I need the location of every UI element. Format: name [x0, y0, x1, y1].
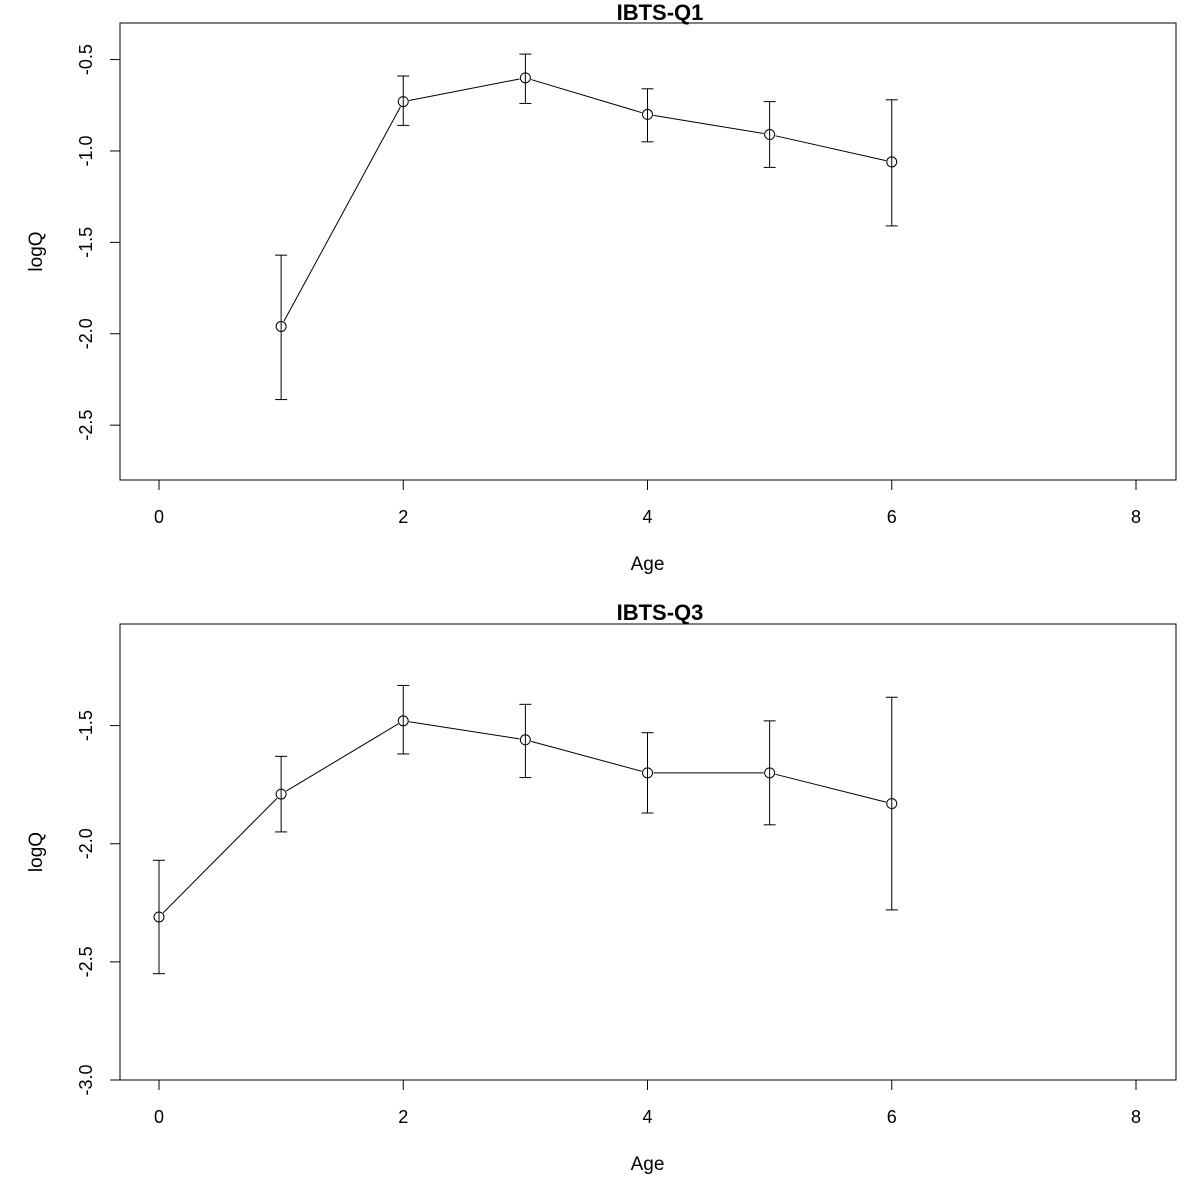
series-line-segment — [283, 106, 401, 322]
series-line-segment — [286, 723, 399, 792]
data-point — [275, 788, 287, 800]
y-tick-label: -3.0 — [76, 1064, 96, 1095]
data-point — [153, 911, 165, 923]
y-tick-label: -1.5 — [76, 227, 96, 258]
chart-title: IBTS-Q1 — [617, 0, 704, 25]
y-tick-label: -0.5 — [76, 44, 96, 75]
x-tick-label: 8 — [1131, 1107, 1141, 1127]
x-axis-title: Age — [631, 554, 665, 575]
data-point — [275, 320, 287, 332]
x-tick-label: 4 — [642, 507, 652, 527]
series-line-segment — [531, 740, 642, 772]
data-point — [519, 72, 531, 84]
panel-ibts-q3: IBTS-Q3 0 2 4 6 8 Age -3.0 -2.5 -2.0 -1.5 logQ — [26, 600, 1177, 1175]
x-tick-label: 4 — [642, 1107, 652, 1127]
x-tick-label: 6 — [887, 1107, 897, 1127]
series-line-segment — [530, 79, 642, 114]
plot-frame — [119, 623, 1177, 1081]
y-axis-title: logQ — [26, 832, 47, 872]
series-line-segment — [409, 721, 520, 740]
data-point — [642, 767, 653, 779]
x-tick-label: 0 — [154, 507, 164, 527]
series-line-segment — [775, 773, 887, 803]
y-tick-label: -2.5 — [76, 410, 96, 441]
series-line-segment — [409, 78, 520, 101]
y-tick-label: -2.5 — [76, 946, 96, 977]
x-tick-label: 6 — [887, 507, 897, 527]
data-point — [764, 129, 776, 141]
y-tick-label: -2.0 — [76, 318, 96, 349]
series-line-segment — [775, 135, 887, 162]
x-tick-label: 0 — [154, 1107, 164, 1127]
panel-ibts-q1: IBTS-Q1 0 2 4 6 8 Age -2.5 -2.0 -1.5 -1.0 -0.5 logQ — [26, 0, 1177, 575]
y-tick-label: -2.0 — [76, 828, 96, 859]
data-point — [764, 767, 776, 779]
series-line-segment — [653, 114, 764, 135]
data-point — [519, 734, 531, 746]
y-tick-label: -1.5 — [76, 710, 96, 741]
x-axis-title: Age — [631, 1154, 665, 1175]
data-point — [886, 156, 898, 168]
data-point — [886, 798, 898, 810]
x-tick-label: 8 — [1131, 507, 1141, 527]
x-tick-label: 2 — [398, 507, 408, 527]
y-tick-label: -1.0 — [76, 135, 96, 166]
data-point — [642, 108, 653, 120]
data-point — [397, 715, 409, 727]
chart-title: IBTS-Q3 — [617, 600, 704, 625]
data-point — [397, 96, 409, 108]
y-axis-title: logQ — [26, 231, 47, 271]
x-tick-label: 2 — [398, 1107, 408, 1127]
series-line-segment — [162, 798, 278, 914]
